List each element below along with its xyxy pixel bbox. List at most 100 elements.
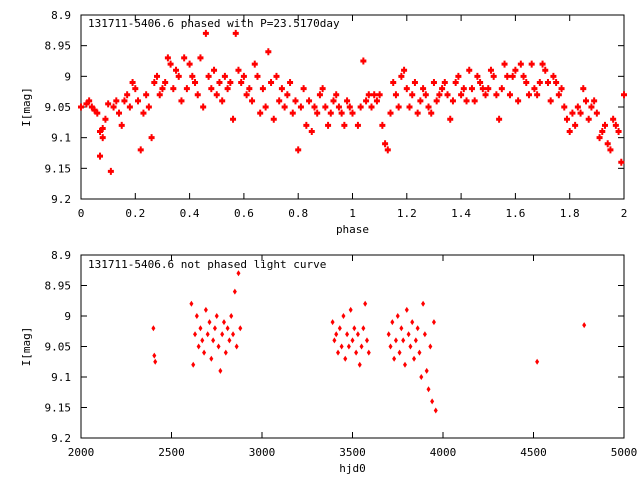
data-point (181, 54, 188, 62)
data-point (97, 152, 104, 160)
data-point (116, 109, 123, 117)
y-tick-label: 9.2 (51, 193, 71, 206)
data-point (194, 91, 201, 99)
data-point (212, 325, 217, 332)
data-point (563, 115, 570, 123)
y-tick-label: 8.95 (45, 40, 72, 53)
data-point (316, 91, 323, 99)
data-point (384, 146, 391, 154)
data-point (444, 91, 451, 99)
data-point (230, 115, 237, 123)
data-point (542, 66, 549, 74)
data-point (322, 103, 329, 111)
data-point (153, 358, 158, 365)
data-point (382, 140, 389, 148)
data-point (412, 355, 417, 362)
data-point (232, 29, 239, 37)
data-point (485, 85, 492, 93)
data-point (238, 78, 245, 86)
data-point (574, 103, 581, 111)
data-point (193, 331, 198, 338)
data-point (408, 343, 413, 350)
chart-title: 131711-5406.6 not phased light curve (88, 258, 326, 271)
data-point (420, 85, 427, 93)
data-point (297, 103, 304, 111)
data-point (224, 85, 231, 93)
data-point (517, 60, 524, 68)
data-point (392, 355, 397, 362)
data-point (397, 349, 402, 356)
data-point (196, 343, 201, 350)
data-point (240, 72, 247, 80)
data-point (183, 85, 190, 93)
x-tick-label: 0.6 (234, 207, 254, 220)
data-point (535, 358, 540, 365)
data-point (292, 97, 299, 105)
data-point (558, 85, 565, 93)
data-point (121, 97, 128, 105)
data-point (371, 91, 378, 99)
data-point (113, 97, 120, 105)
data-point (417, 97, 424, 105)
data-point (618, 158, 625, 166)
x-tick-label: 3000 (249, 446, 276, 459)
data-point (430, 78, 437, 86)
data-point (332, 337, 337, 344)
data-point (308, 128, 315, 136)
data-point (216, 78, 223, 86)
x-tick-label: 3500 (339, 446, 366, 459)
data-point (86, 97, 93, 105)
y-tick-label: 8.9 (51, 249, 71, 262)
data-point (246, 85, 253, 93)
data-point (615, 128, 622, 136)
data-point (357, 103, 364, 111)
data-point (406, 331, 411, 338)
data-point (118, 121, 125, 129)
data-point (424, 367, 429, 374)
data-points (151, 270, 587, 414)
data-point (102, 115, 109, 123)
data-point (221, 72, 228, 80)
data-point (200, 337, 205, 344)
data-point (194, 313, 199, 319)
data-point (482, 91, 489, 99)
data-point (363, 97, 370, 105)
data-point (363, 300, 368, 307)
data-point (458, 91, 465, 99)
data-point (137, 146, 144, 154)
data-point (231, 331, 236, 338)
data-point (268, 78, 275, 86)
data-point (229, 313, 234, 319)
data-point (504, 72, 511, 80)
data-point (534, 91, 541, 99)
data-point (395, 313, 400, 319)
data-point (107, 167, 114, 175)
data-point (234, 343, 239, 350)
data-point (173, 66, 180, 74)
data-point (333, 91, 340, 99)
data-point (607, 146, 614, 154)
data-point (493, 91, 500, 99)
data-point (531, 85, 538, 93)
data-point (343, 355, 348, 362)
x-tick-label: 1.6 (505, 207, 525, 220)
data-point (278, 85, 285, 93)
data-point (501, 60, 508, 68)
data-point (468, 85, 475, 93)
data-point (411, 78, 418, 86)
x-tick-label: 1.8 (560, 207, 580, 220)
data-point (287, 78, 294, 86)
data-point (223, 349, 228, 356)
data-point (569, 109, 576, 117)
data-point (410, 319, 415, 326)
data-point (218, 367, 223, 374)
data-point (334, 331, 339, 338)
data-point (599, 128, 606, 136)
data-point (330, 319, 335, 326)
data-point (436, 91, 443, 99)
data-point (523, 78, 530, 86)
data-point (406, 103, 413, 111)
data-point (390, 319, 395, 326)
data-point (515, 97, 522, 105)
data-point (213, 91, 220, 99)
